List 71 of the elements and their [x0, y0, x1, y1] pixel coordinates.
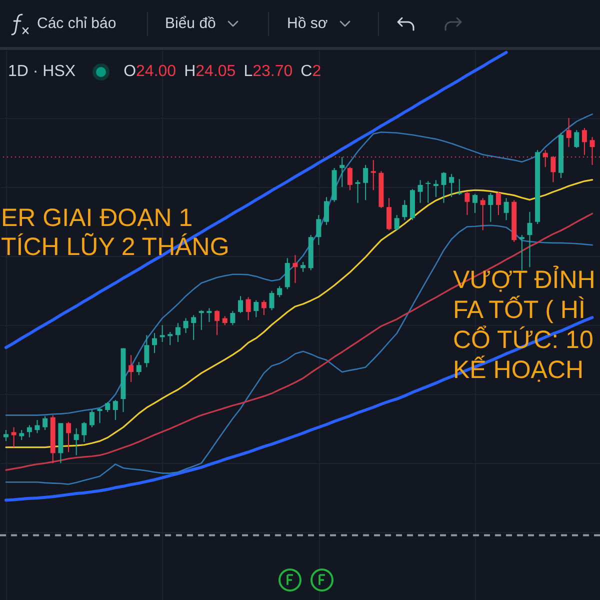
candlestick: [214, 310, 220, 336]
candlestick: [316, 214, 322, 246]
candlestick: [488, 192, 494, 222]
chart-title: 1D · HSX: [8, 62, 76, 82]
candlestick: [105, 402, 110, 413]
candlestick: [324, 196, 329, 226]
candlestick: [480, 198, 486, 231]
candlestick: [206, 308, 212, 322]
candlestick: [449, 173, 454, 198]
candlestick: [370, 160, 376, 191]
candlestick: [340, 156, 345, 188]
candlestick: [89, 410, 94, 428]
candlestick: [246, 296, 251, 321]
candlestick: [136, 362, 142, 376]
candlestick: [261, 300, 266, 316]
candlestick: [144, 334, 150, 368]
candlestick: [183, 318, 188, 334]
annotation: FA TỐT ( HÌ: [453, 295, 586, 324]
candlestick: [191, 314, 196, 340]
candlestick: [519, 234, 524, 271]
candlestick: [386, 198, 392, 231]
candlestick: [527, 211, 532, 268]
text: Các chỉ báo: [37, 14, 116, 34]
candlestick: [402, 200, 408, 221]
candlestick: [3, 430, 8, 442]
candlestick: [128, 354, 134, 383]
candlestick: [441, 172, 446, 204]
candlestick: [168, 331, 173, 346]
candlestick: [19, 430, 24, 441]
text: L23.70: [244, 63, 293, 80]
candlestick: [269, 290, 274, 311]
candlestick: [363, 164, 368, 201]
candlestick: [504, 198, 509, 221]
candlestick: [433, 180, 438, 198]
candlestick: [112, 399, 118, 421]
candlestick: [355, 180, 360, 204]
candlestick: [418, 180, 423, 204]
candlestick: [394, 214, 400, 231]
candlestick: [472, 193, 478, 214]
candlestick: [26, 424, 32, 438]
text: O24.00: [124, 63, 176, 80]
candlestick: [566, 117, 572, 148]
candlestick: [238, 296, 243, 314]
text: C2: [300, 63, 322, 80]
text: Biểu đồ: [165, 14, 216, 34]
candlestick: [160, 324, 165, 343]
candlestick: [11, 426, 16, 448]
candlestick: [574, 130, 580, 149]
candlestick: [582, 128, 587, 156]
candlestick: [34, 420, 40, 434]
candlestick: [347, 166, 352, 191]
candlestick: [97, 408, 102, 424]
candlestick: [82, 422, 87, 443]
text: Hồ sơ: [287, 14, 328, 34]
candlestick: [292, 254, 298, 284]
candlestick: [152, 332, 158, 354]
candlestick: [426, 180, 431, 204]
candlestick: [42, 416, 48, 431]
candlestick: [277, 286, 282, 298]
candlestick: [74, 428, 79, 456]
candlestick: [456, 178, 462, 196]
candlestick: [175, 322, 180, 343]
candlestick: [464, 191, 470, 216]
candlestick: [66, 422, 72, 453]
candlestick: [496, 191, 501, 216]
annotation: ER GIAI ĐOẠN 1: [1, 204, 193, 232]
candlestick: [254, 300, 259, 318]
candlestick: [198, 310, 204, 330]
candlestick: [230, 310, 236, 326]
text: H24.05: [184, 63, 236, 80]
candlestick: [300, 261, 306, 272]
